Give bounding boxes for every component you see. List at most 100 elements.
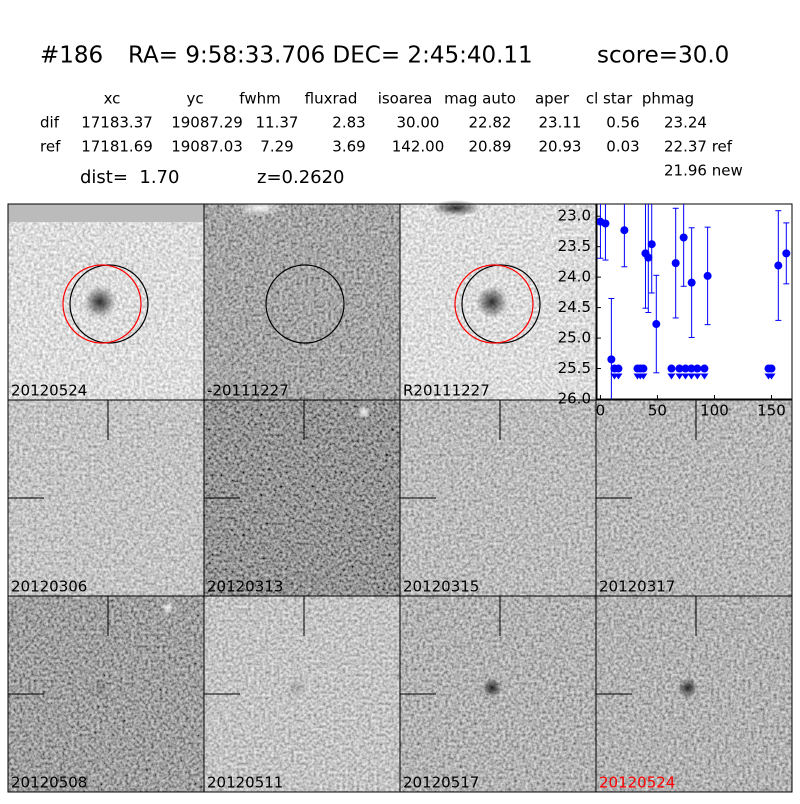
y-tick-label: 24.0 [558,268,591,286]
cell: 0.03 [606,138,639,156]
limit-arrow [767,373,776,380]
y-tick-label: 26.0 [558,390,591,408]
neighbor [432,200,480,216]
distance: dist= 1.70 [80,167,179,188]
cell: 2.83 [332,114,365,132]
column-header: phmag [642,90,694,108]
table: xc yc fwhm fluxrad isoarea mag auto aper cl sta… [40,90,733,156]
cell: 142.00 [392,138,445,156]
point [679,233,688,242]
limit-arrow [675,373,684,380]
point [667,364,676,373]
point [681,364,690,373]
column-header: cl star [586,90,633,108]
point [687,364,696,373]
cell: 19087.29 [171,114,243,132]
phmag-new: 21.96 new [664,162,743,180]
cell: 23.24 [664,114,707,132]
plot-marks [597,204,791,399]
cell: 17183.37 [81,114,153,132]
limit-arrow [667,373,676,380]
aperture [461,264,541,344]
stamp-label: 20120508 [11,774,87,792]
cell: 30.00 [397,114,440,132]
stamp-label: 20120524 [11,382,87,400]
cell: 17181.69 [81,138,153,156]
stamp-image [204,204,400,400]
y-tick-label: 23.5 [558,237,591,255]
aperture [265,264,345,344]
ref-aperture [454,264,534,344]
column-header: yc [186,90,203,108]
row-label: dif [40,114,60,132]
point [675,364,684,373]
stamp-label: 20120517 [403,774,479,792]
aperture [69,264,149,344]
cell: 20.89 [469,138,512,156]
cell: 22.37 ref [664,138,733,156]
point [607,355,616,364]
stamp-label: -20111227 [207,382,289,400]
column-header: fwhm [239,90,280,108]
x-tick-label: 150 [757,402,786,420]
ref-aperture [62,264,142,344]
point [700,364,709,373]
x-tick-label: 100 [700,402,729,420]
stamp-label: 20120313 [207,578,283,596]
coordinates: RA= 9:58:33.706 DEC= 2:45:40.11 [128,43,533,69]
cell: 7.29 [260,138,293,156]
y-tick-label: 25.0 [558,329,591,347]
point [652,320,661,329]
stamp-label: 20120511 [207,774,283,792]
cell: 11.37 [256,114,299,132]
point [687,278,696,287]
column-header: mag auto [444,90,516,108]
column-header: isoarea [378,90,433,108]
cell: 0.56 [606,114,639,132]
source [84,286,116,318]
stamp-label: 20120524 [599,774,675,792]
x-tick-label: 50 [648,402,667,420]
cell: 22.82 [469,114,512,132]
point [703,271,712,280]
x-tick-label: 0 [596,402,606,420]
stamp-frame [595,595,793,793]
point [614,364,623,373]
stamps: 20120524 -20111227 R20111227 20120306 201203… [7,200,793,793]
stamp-edge [8,204,204,222]
column-header: xc [104,90,121,108]
cell: 20.93 [539,138,582,156]
row-label: ref [40,138,61,156]
source [678,678,698,698]
y-tick-label: 25.5 [558,359,591,377]
star [357,405,371,419]
source [90,678,110,698]
y-tick-label: 23.0 [558,207,591,225]
candidate-id: #186 [40,43,103,69]
score: score=30.0 [597,43,729,69]
neighbor [236,200,284,216]
star [161,601,175,615]
light-curve: 23.0 23.5 24.0 24.5 25.0 25.5 26.0 0 50 100 150 [558,203,793,420]
limit-arrow [681,373,690,380]
cell: 19087.03 [171,138,243,156]
stamp-label: 20120306 [11,578,87,596]
limit-arrow [700,373,709,380]
point [767,364,776,373]
source [482,678,502,698]
stamp-label: 20120317 [599,578,675,596]
point [644,253,653,262]
limit-arrow [693,373,702,380]
column-header: aper [535,90,570,108]
y-tick-label: 24.5 [558,298,591,316]
source [286,678,306,698]
point [647,240,656,249]
redshift: z=0.2620 [257,167,345,188]
limit-arrow [639,373,648,380]
point [774,261,783,270]
point [782,249,791,258]
point [671,259,680,268]
cell: 23.11 [539,114,582,132]
limit-arrow [614,373,623,380]
